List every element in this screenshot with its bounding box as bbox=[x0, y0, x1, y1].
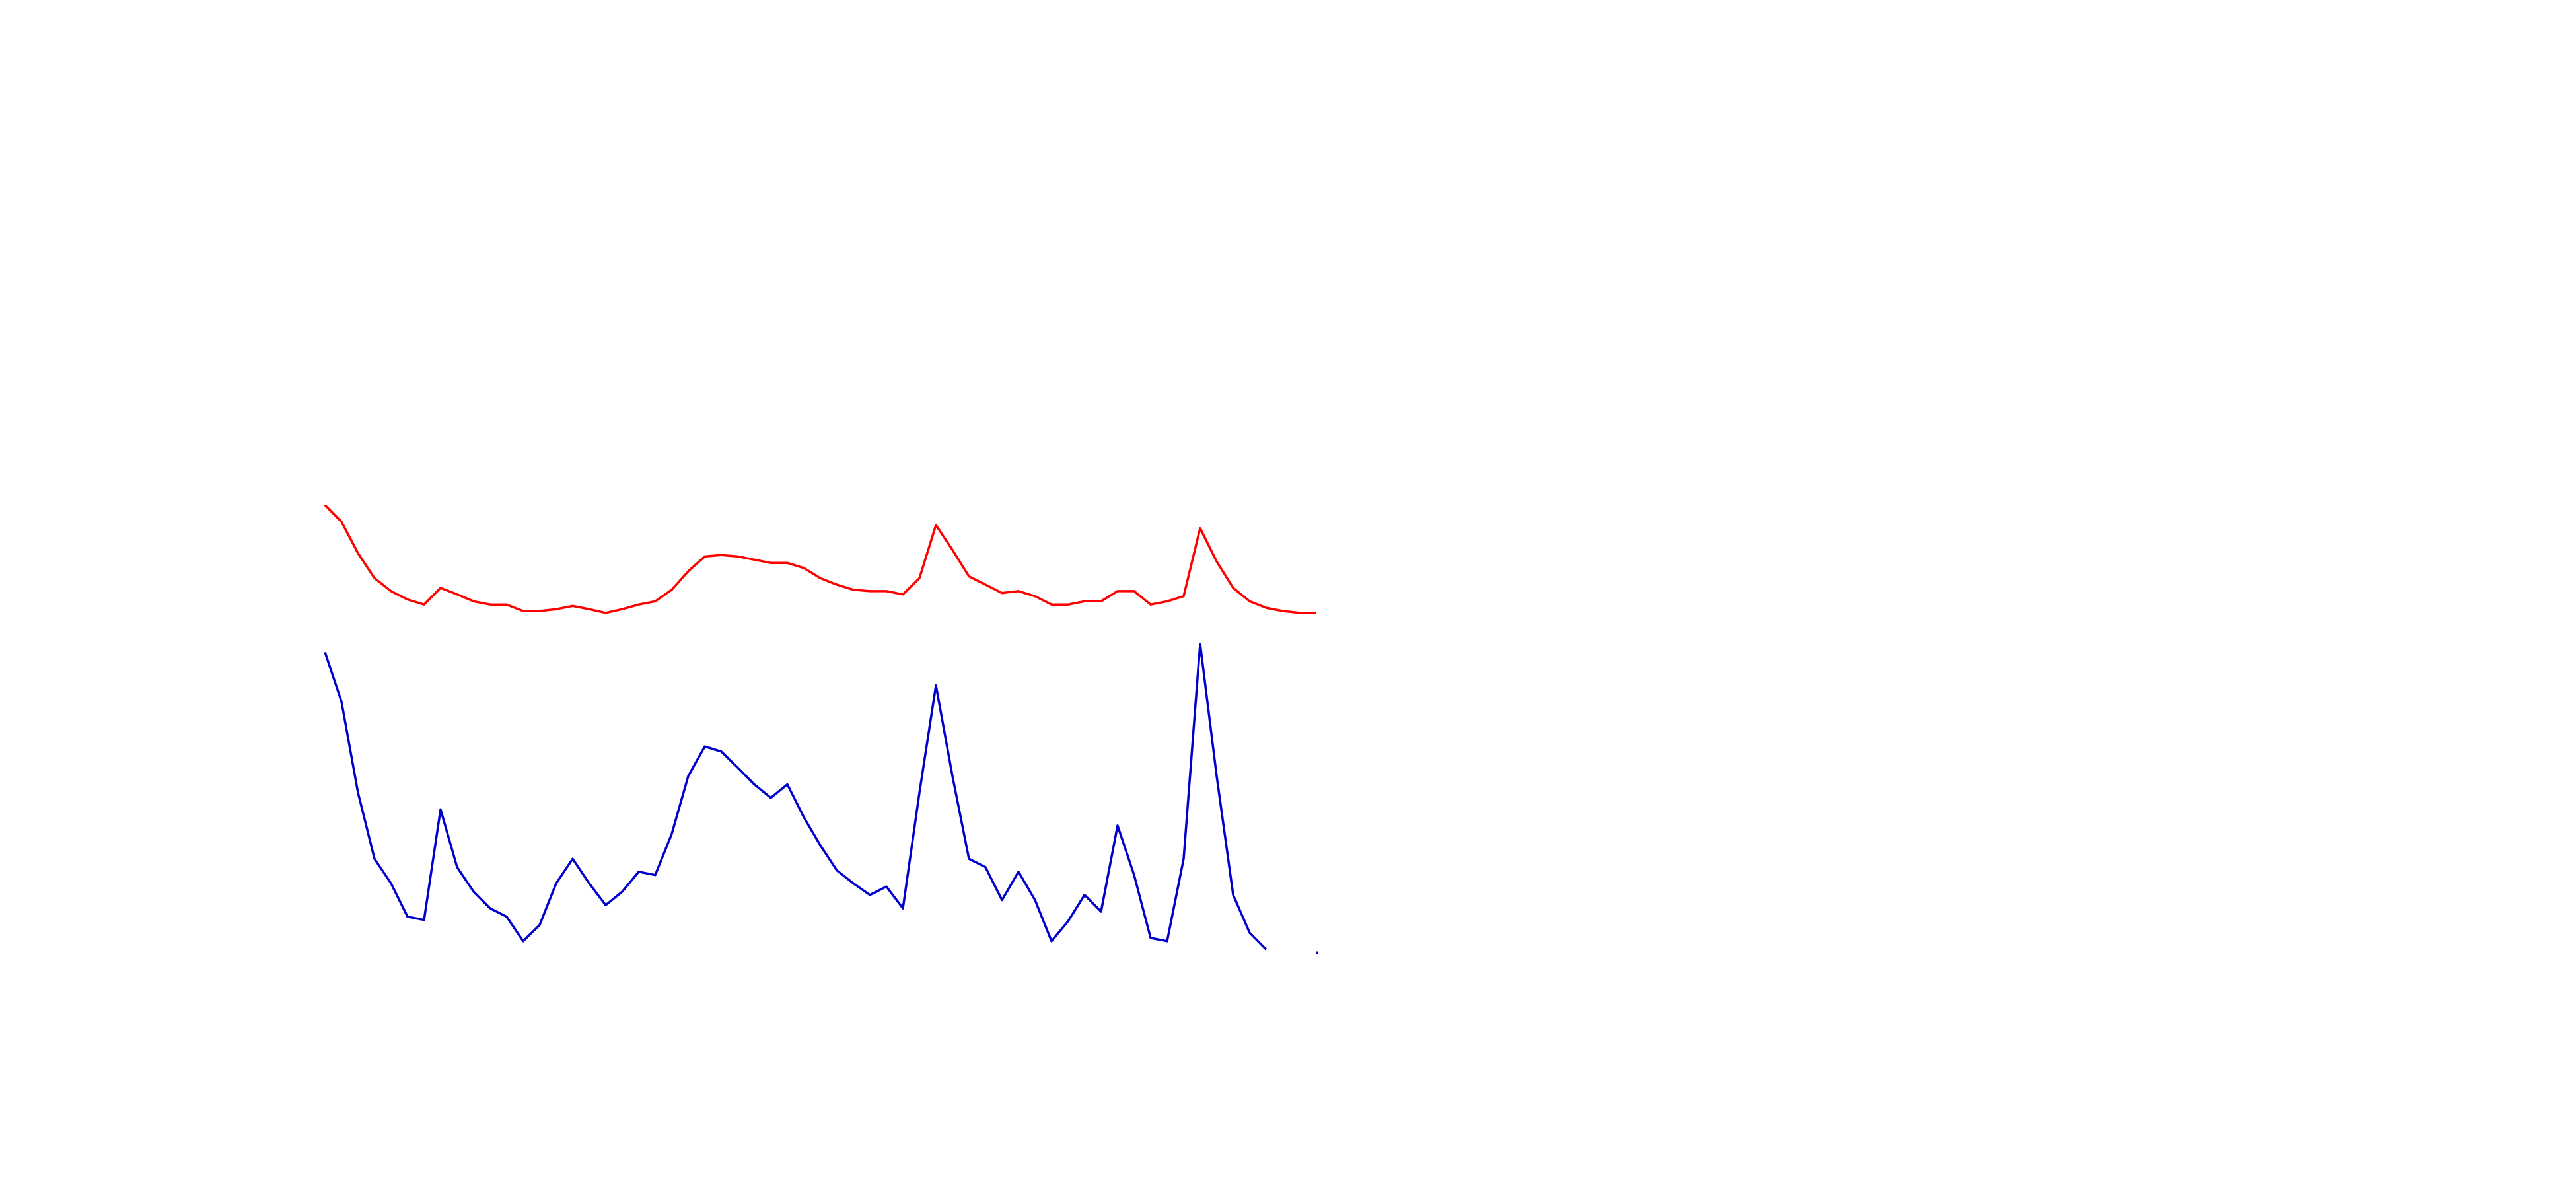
line-series bbox=[324, 504, 1316, 614]
line-series bbox=[324, 642, 1318, 955]
